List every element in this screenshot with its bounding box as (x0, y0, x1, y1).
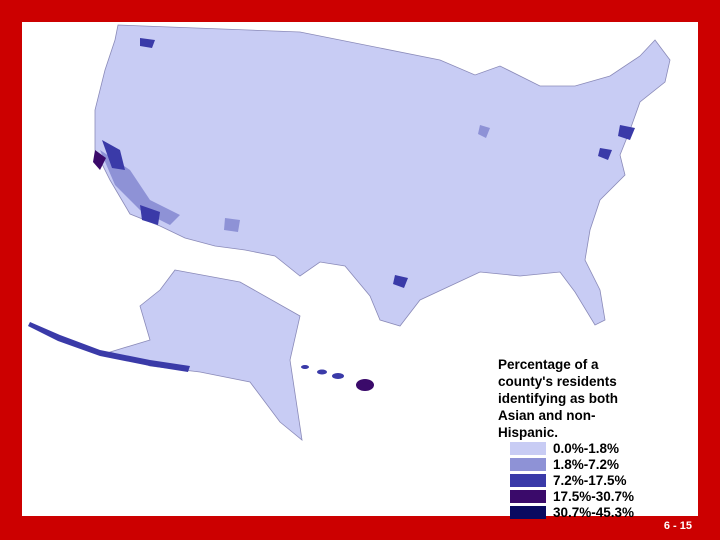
legend: 0.0%-1.8% 1.8%-7.2% 7.2%-17.5% 17.5%-30.7% 3… (510, 441, 634, 521)
legend-swatch (510, 458, 546, 471)
legend-item: 17.5%-30.7% (510, 489, 634, 504)
legend-swatch (510, 474, 546, 487)
legend-swatch (510, 490, 546, 503)
hawaii (301, 365, 374, 391)
legend-title: Percentage of a county's residents ident… (498, 357, 618, 440)
legend-label: 1.8%-7.2% (553, 457, 620, 472)
legend-item: 30.7%-45.3% (510, 505, 634, 520)
contiguous-us (94, 24, 671, 327)
slide-number: 6 - 15 (663, 520, 692, 532)
aleutians (28, 322, 190, 372)
alaska (108, 269, 303, 441)
legend-swatch (510, 442, 546, 455)
legend-item: 1.8%-7.2% (510, 457, 634, 472)
legend-label: 30.7%-45.3% (553, 505, 635, 520)
content-area: Percentage of a county's residents ident… (22, 22, 698, 520)
legend-label: 17.5%-30.7% (553, 489, 635, 504)
map-highlights (93, 38, 635, 288)
legend-label: 7.2%-17.5% (553, 473, 627, 488)
legend-label: 0.0%-1.8% (553, 441, 620, 456)
map (28, 24, 671, 441)
legend-swatch (510, 506, 546, 519)
legend-item: 7.2%-17.5% (510, 473, 634, 488)
legend-item: 0.0%-1.8% (510, 441, 634, 456)
